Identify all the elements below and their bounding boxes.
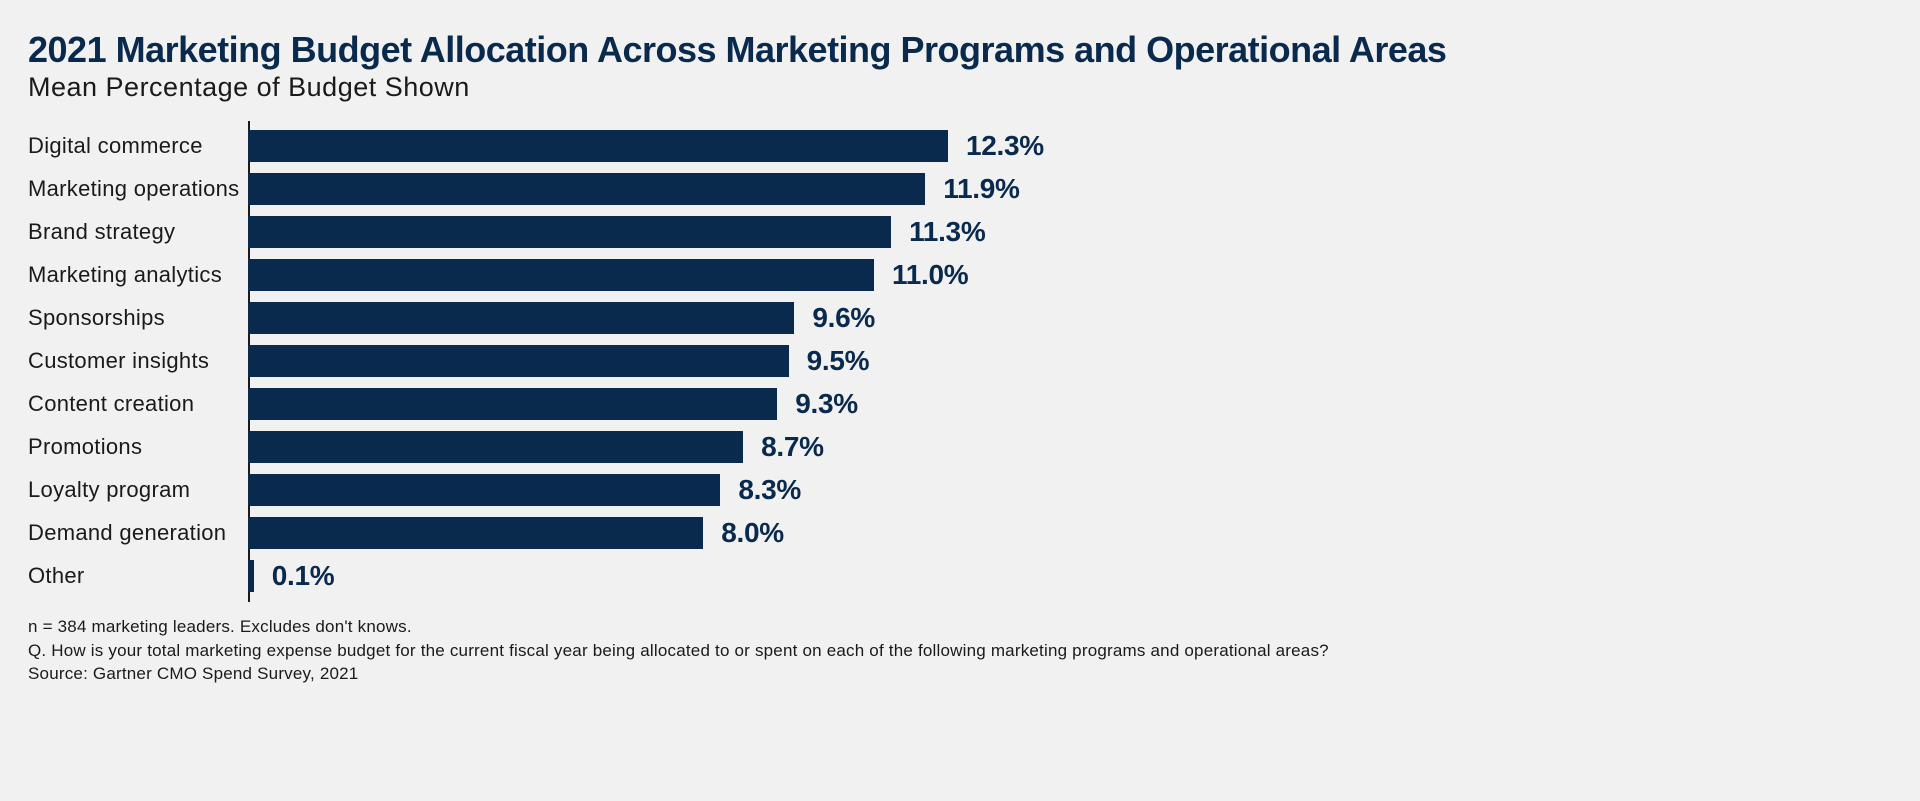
bar-track: 12.3% (248, 130, 1648, 162)
value-label: 8.3% (738, 474, 801, 506)
category-label: Brand strategy (28, 219, 248, 245)
chart-row: Promotions 8.7% (28, 426, 1892, 469)
bar-track: 9.5% (248, 345, 1648, 377)
chart-subtitle: Mean Percentage of Budget Shown (28, 72, 1892, 103)
category-label: Marketing analytics (28, 262, 248, 288)
category-label: Promotions (28, 434, 248, 460)
bar (248, 259, 874, 291)
category-label: Marketing operations (28, 176, 248, 202)
value-label: 12.3% (966, 130, 1044, 162)
value-label: 9.6% (812, 302, 875, 334)
footnote-line: Q. How is your total marketing expense b… (28, 640, 1892, 663)
value-label: 9.5% (807, 345, 870, 377)
chart-row: Loyalty program 8.3% (28, 469, 1892, 512)
bar (248, 345, 789, 377)
bar (248, 474, 720, 506)
category-label: Customer insights (28, 348, 248, 374)
value-label: 8.0% (721, 517, 784, 549)
category-label: Other (28, 563, 248, 589)
bar (248, 173, 925, 205)
value-label: 11.0% (892, 259, 968, 291)
chart-row: Other 0.1% (28, 555, 1892, 598)
footnote-line: n = 384 marketing leaders. Excludes don'… (28, 616, 1892, 639)
value-label: 8.7% (761, 431, 824, 463)
chart-title: 2021 Marketing Budget Allocation Across … (28, 30, 1892, 70)
value-label: 0.1% (272, 560, 335, 592)
bar-track: 8.3% (248, 474, 1648, 506)
category-label: Digital commerce (28, 133, 248, 159)
chart-row: Sponsorships 9.6% (28, 297, 1892, 340)
chart-row: Marketing analytics 11.0% (28, 254, 1892, 297)
value-label: 9.3% (795, 388, 858, 420)
chart-row: Brand strategy 11.3% (28, 211, 1892, 254)
category-label: Loyalty program (28, 477, 248, 503)
bar (248, 216, 891, 248)
bar (248, 431, 743, 463)
value-label: 11.3% (909, 216, 985, 248)
bar-track: 0.1% (248, 560, 1648, 592)
value-label: 11.9% (943, 173, 1019, 205)
bar-track: 8.7% (248, 431, 1648, 463)
bar-track: 8.0% (248, 517, 1648, 549)
chart-row: Digital commerce 12.3% (28, 125, 1892, 168)
bar (248, 560, 254, 592)
bar-track: 9.3% (248, 388, 1648, 420)
bar-track: 11.0% (248, 259, 1648, 291)
bar-track: 11.3% (248, 216, 1648, 248)
chart-row: Marketing operations 11.9% (28, 168, 1892, 211)
footnotes: n = 384 marketing leaders. Excludes don'… (28, 616, 1892, 687)
bar (248, 130, 948, 162)
category-label: Content creation (28, 391, 248, 417)
bar (248, 302, 794, 334)
category-label: Sponsorships (28, 305, 248, 331)
bar (248, 517, 703, 549)
chart-row: Demand generation 8.0% (28, 512, 1892, 555)
footnote-line: Source: Gartner CMO Spend Survey, 2021 (28, 663, 1892, 686)
chart-row: Customer insights 9.5% (28, 340, 1892, 383)
bar-track: 11.9% (248, 173, 1648, 205)
bar-track: 9.6% (248, 302, 1648, 334)
bar-chart: Digital commerce 12.3% Marketing operation… (28, 121, 1892, 602)
chart-row: Content creation 9.3% (28, 383, 1892, 426)
bar (248, 388, 777, 420)
category-label: Demand generation (28, 520, 248, 546)
